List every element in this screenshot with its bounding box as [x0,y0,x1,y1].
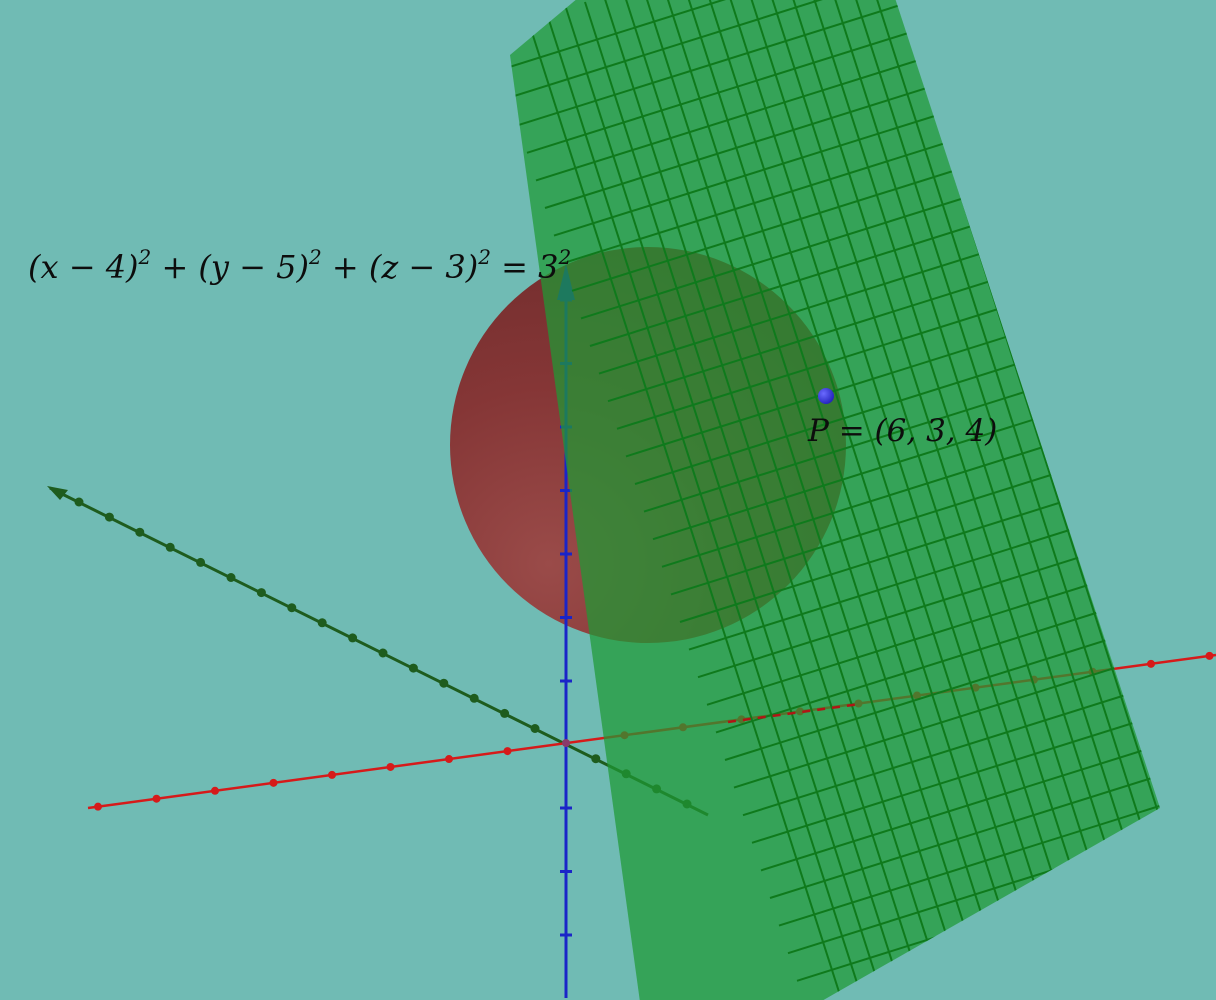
y-axis-tick [104,512,114,522]
plane-surface[interactable] [510,0,1160,1000]
plane-grid-line [643,290,1160,513]
plane-grid-line [679,0,1001,973]
plane-grid-line [622,0,944,991]
plane-grid-line [616,207,1160,430]
y-axis-tick [74,497,84,507]
y-axis-tick [196,557,206,567]
y-axis-tick [165,542,175,552]
plane-grid-line [755,0,1077,949]
plane-grid-line [510,0,1160,99]
x-axis-tick [94,802,102,811]
y-axis-ticks [74,497,692,809]
plane-grid-line [670,373,1160,596]
x-axis-tick [503,747,512,756]
y-axis-tick [135,527,145,537]
plane-grid-line [580,97,1160,320]
plane-grid-line [598,152,1160,375]
x-axis-tick [386,762,395,771]
plane-grid-line [546,13,868,1000]
plane-grid-line [526,0,1160,154]
x-axis-hidden-segment [727,702,861,724]
y-axis-tick [287,603,297,613]
x-axis-tick [211,786,219,795]
plane-grid-line [724,539,1160,761]
plane-grid-line [510,0,1160,71]
plane-grid-line [778,704,1160,927]
y-axis-tick [348,633,358,643]
plane-grid-line [831,0,1153,925]
y-axis-arrow-icon [47,486,68,500]
plane-grid-line [717,0,1039,961]
plane-grid-line [535,0,1160,182]
y-axis-tick [439,678,449,688]
plane-grid-line [769,677,1160,899]
plane-grid-line [607,180,1160,403]
y-axis-tick [408,663,418,673]
y-axis-tick [378,648,388,658]
plane-grid-line [603,0,925,997]
plane-grid-line [697,456,1160,679]
plane-grid-line [589,125,1160,347]
plane-grid-line [565,7,887,1000]
plane-grid-line [751,621,1160,844]
x-axis-tick [1147,659,1155,668]
plane-grid-line [584,1,906,1000]
x-axis-tick [1205,651,1214,660]
plane-grid-line [715,511,1160,734]
plane-grid-line [812,0,1134,931]
y-axis-tick [500,708,510,718]
plane-grid-line [793,0,1115,937]
plane[interactable] [500,0,1216,1000]
sphere-equation-label: (x − 4)2 + (y − 5)2 + (z − 3)2 = 32 [28,245,571,286]
plane-grid-line [661,345,1160,568]
plane-grid-line [742,594,1160,817]
plane-grid-line [706,483,1160,706]
plane-grid-line [641,0,963,985]
plane-grid-line [698,0,1020,967]
x-axis-tick [328,770,336,779]
plane-grid-line [688,428,1160,651]
y-axis-tick [530,724,540,733]
origin-point [562,739,570,747]
plane-grid-line [625,235,1160,458]
y-axis-tick [317,618,327,628]
y-axis-tick [591,754,601,764]
plane-grid-line [760,649,1160,872]
plane-grid-line [850,0,1160,919]
plane-grid-line [733,566,1160,789]
plane-grid-line [652,318,1160,541]
plane-grid-line [774,0,1096,943]
plane-grid-line [660,0,982,979]
y-axis [47,486,709,817]
plane-grid-line [634,263,1160,485]
point-p[interactable] [818,388,834,404]
x-axis-tick [445,755,453,764]
x-axis-tick [152,794,161,803]
x-axis-tick [269,778,278,787]
y-axis-tick [256,588,266,598]
point-p-label: P = (6, 3, 4) [807,413,997,449]
y-axis-tick [226,573,236,582]
plane-grid-line [527,19,849,1000]
plane-grid-line [736,0,1058,955]
plane-grid-line [679,401,1160,623]
plane-grid-line [517,0,1160,127]
y-axis-tick [469,693,479,703]
